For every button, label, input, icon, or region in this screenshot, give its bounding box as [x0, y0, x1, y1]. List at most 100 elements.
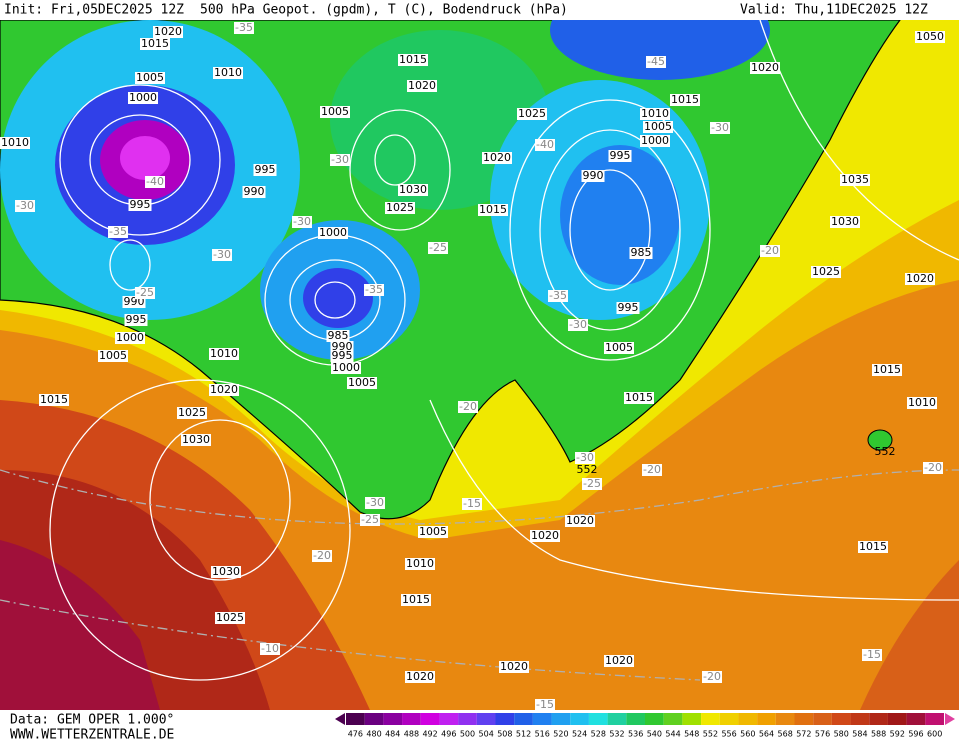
temperature-label-text: -25: [136, 286, 154, 299]
pressure-label-box: [135, 72, 165, 84]
pressure-label: 1005: [643, 120, 673, 133]
pressure-label-box: [616, 302, 640, 314]
temperature-label-box: [15, 200, 35, 212]
pressure-label: 1020: [209, 383, 239, 396]
pressure-label-text: 1010: [1, 136, 29, 149]
scale-label: 528: [591, 730, 606, 739]
scale-label: 564: [759, 730, 774, 739]
pressure-label-box: [140, 38, 170, 50]
temperature-label-box: [535, 139, 555, 151]
pressure-label-text: 1015: [625, 391, 653, 404]
pressure-label-text: 1020: [751, 61, 779, 74]
pressure-label: 1035: [840, 173, 870, 186]
temperature-label: -40: [535, 138, 555, 151]
color-scale: 476 480 484 488 492 496 500 504 508 512 516 520 524 5…: [346, 713, 944, 739]
temperature-label-box: [760, 245, 780, 257]
temperature-label-text: -30: [711, 121, 729, 134]
pressure-label-box: [215, 612, 245, 624]
pressure-label-text: 1005: [605, 341, 633, 354]
temperature-label-box: [568, 319, 588, 331]
scale-cell: [458, 713, 477, 725]
pressure-label-box: [517, 108, 547, 120]
temperature-label-box: [535, 699, 555, 711]
scale-cell: [551, 713, 571, 725]
temperature-label: -15: [862, 648, 882, 661]
scale-label: 552: [703, 730, 718, 739]
scale-cell: [738, 713, 758, 725]
pressure-label: 1015: [140, 37, 170, 50]
temperature-label: -25: [428, 241, 448, 254]
pressure-label-text: 1025: [178, 406, 206, 419]
pressure-label-box: [915, 31, 945, 43]
temperature-label-text: -20: [703, 670, 721, 683]
pressure-label-box: [643, 121, 673, 133]
temperature-label-box: [234, 22, 254, 34]
pressure-label-text: 1005: [136, 71, 164, 84]
contour-label-text: 552: [875, 445, 896, 458]
pressure-label-box: [177, 407, 207, 419]
pressure-label: 1015: [478, 203, 508, 216]
temperature-label: -20: [312, 549, 332, 562]
temperature-label: -35: [108, 225, 128, 238]
scale-cell: [645, 713, 664, 725]
scale-cell: [906, 713, 926, 725]
pressure-label-box: [401, 594, 431, 606]
temperature-label-text: -30: [213, 248, 231, 261]
pressure-label-box: [398, 184, 428, 196]
pressure-label-box: [418, 526, 448, 538]
temperature-label: -35: [364, 283, 384, 296]
pressure-label-text: 1020: [531, 529, 559, 542]
temperature-label: -35: [234, 21, 254, 34]
pressure-label-box: [640, 108, 670, 120]
pressure-label-text: 1005: [644, 120, 672, 133]
scale-label: 524: [572, 730, 587, 739]
temperature-label-text: -30: [366, 496, 384, 509]
pressure-label: 1020: [530, 529, 560, 542]
temperature-label-text: -25: [361, 513, 379, 526]
pressure-label-text: 1005: [348, 376, 376, 389]
pressure-label-text: 1035: [841, 173, 869, 186]
pressure-label: 985: [326, 329, 350, 342]
pressure-label-text: 990: [244, 185, 265, 198]
pressure-label-text: 985: [328, 329, 349, 342]
pressure-label: 1015: [872, 363, 902, 376]
temperature-label-box: [458, 401, 478, 413]
pressure-label: 1010: [640, 107, 670, 120]
pressure-label-box: [211, 566, 241, 578]
scale-cell: [420, 713, 440, 725]
pressure-label: 1000: [318, 226, 348, 239]
pressure-label-text: 1000: [129, 91, 157, 104]
temperature-label: -30: [575, 451, 595, 464]
pressure-label: 1005: [604, 341, 634, 354]
pressure-label: 1005: [98, 349, 128, 362]
temperature-label-text: -20: [313, 549, 331, 562]
pressure-label: 1010: [907, 396, 937, 409]
pressure-label-box: [405, 671, 435, 683]
pressure-label-text: 1030: [182, 433, 210, 446]
pressure-label-box: [330, 350, 354, 362]
contour-label: 552: [875, 445, 896, 458]
temperature-label-text: -35: [109, 225, 127, 238]
pressure-label: 1005: [418, 525, 448, 538]
temperature-label: -30: [710, 121, 730, 134]
pressure-label-box: [604, 655, 634, 667]
scale-label: 588: [871, 730, 886, 739]
pressure-label-box: [213, 67, 243, 79]
scale-cell: [364, 713, 384, 725]
pressure-label-text: 1005: [419, 525, 447, 538]
temperature-label: -25: [582, 477, 602, 490]
pressure-label-box: [128, 92, 158, 104]
pressure-label: 1020: [407, 79, 437, 92]
temperature-label-text: -35: [549, 289, 567, 302]
temperature-label-box: [330, 154, 350, 166]
temperature-label: -30: [292, 215, 312, 228]
temperature-label-text: -20: [761, 244, 779, 257]
pressure-label: 1020: [905, 272, 935, 285]
pressure-label-text: 1015: [671, 93, 699, 106]
pressure-label-box: [405, 558, 435, 570]
temperature-label-box: [862, 649, 882, 661]
valid-time: Valid: Thu,11DEC2025 12Z: [740, 3, 928, 18]
temperature-label-box: [582, 478, 602, 490]
scale-label: 580: [834, 730, 849, 739]
